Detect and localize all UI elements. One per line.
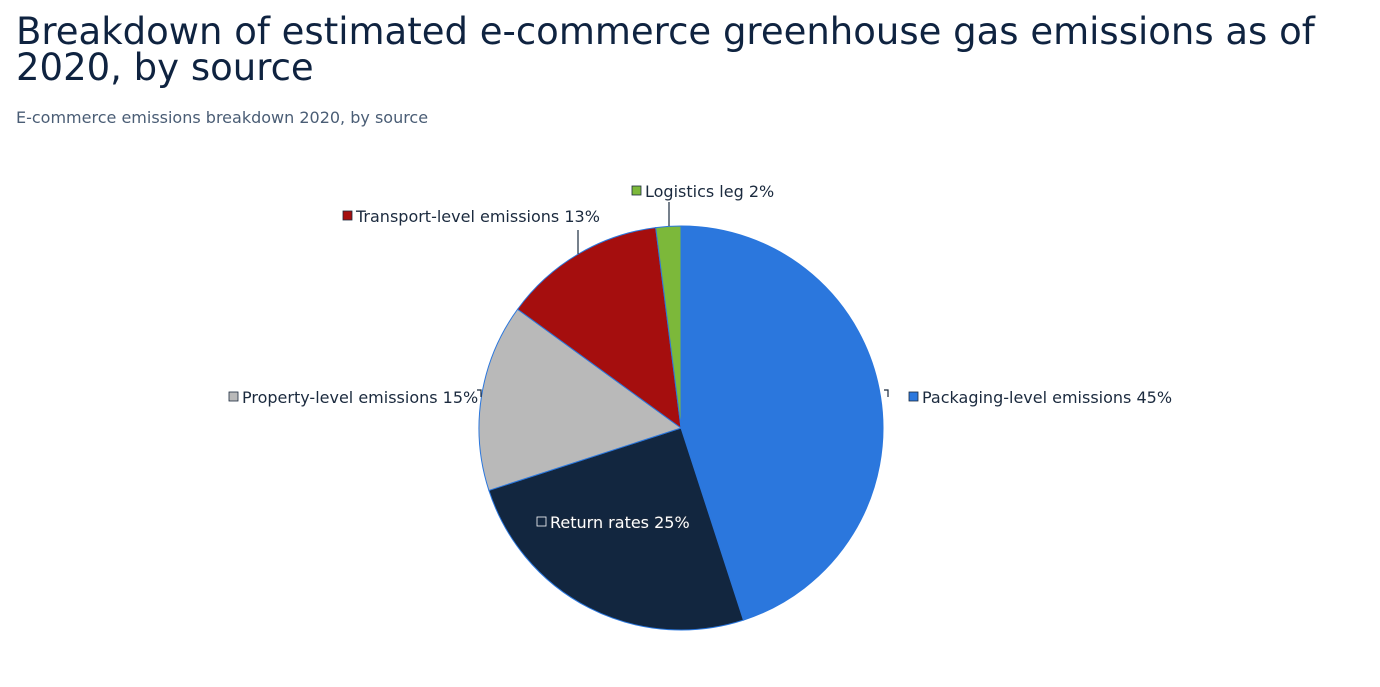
data-label-logistics-leg: Logistics leg 2%	[645, 182, 774, 201]
leader-line-property-level-emissions	[477, 389, 482, 397]
label-swatch-packaging-level-emissions	[908, 391, 919, 402]
label-swatch-transport-level-emissions	[342, 210, 353, 221]
label-swatch-logistics-leg	[631, 185, 642, 196]
label-swatch-return-rates	[536, 516, 547, 527]
pie-slice-return-rates[interactable]	[488, 427, 745, 631]
pie-slice-packaging-level-emissions[interactable]	[680, 225, 884, 621]
pie-slice-logistics-leg[interactable]	[655, 225, 682, 429]
data-label-packaging-level-emissions: Packaging-level emissions 45%	[922, 388, 1172, 407]
leader-line-packaging-level-emissions	[884, 389, 889, 397]
data-label-return-rates: Return rates 25%	[550, 513, 690, 532]
label-swatch-property-level-emissions	[228, 391, 239, 402]
data-label-property-level-emissions: Property-level emissions 15%	[242, 388, 478, 407]
pie-slice-transport-level-emissions[interactable]	[516, 227, 682, 430]
data-label-transport-level-emissions: Transport-level emissions 13%	[355, 207, 600, 226]
chart-subtitle: E-commerce emissions breakdown 2020, by …	[16, 108, 429, 127]
chart-title: Breakdown of estimated e-commerce greenh…	[16, 10, 1315, 89]
